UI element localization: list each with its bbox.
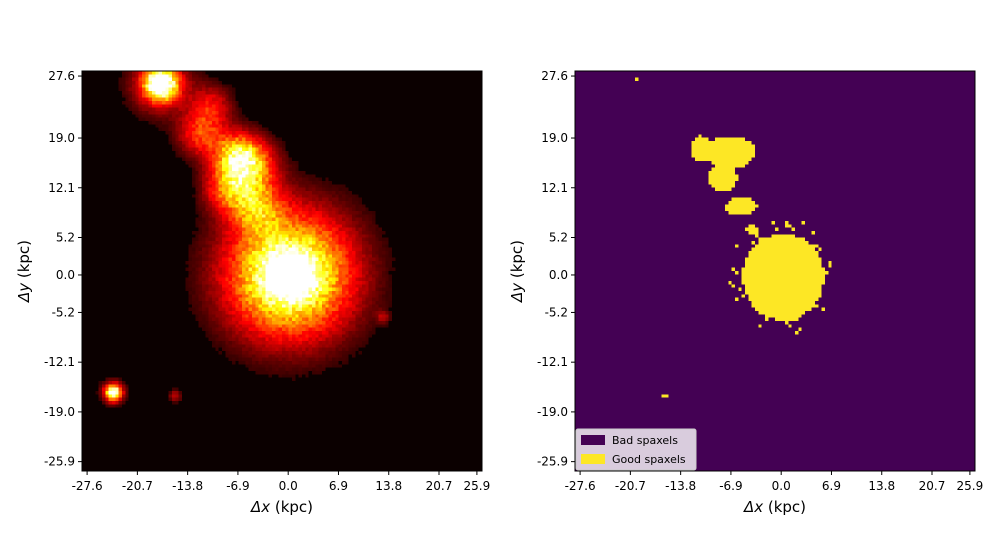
- x-tick-label: 13.8: [375, 479, 402, 493]
- y-axis-label: Δy (kpc): [15, 240, 33, 303]
- axes-frame: [81, 70, 483, 472]
- x-tick-label: 6.9: [329, 479, 348, 493]
- x-tick-label: -6.9: [226, 479, 249, 493]
- x-tick-label: 25.9: [957, 479, 984, 493]
- spaxel-mask-panel: -27.6 -20.7 -13.8 -6.9 0.0 6.9 13.8 20.7 25.9 27.…: [508, 69, 983, 516]
- y-tick-label: 12.1: [48, 181, 75, 195]
- x-tick-label: 20.7: [426, 479, 453, 493]
- x-tick-label: -27.6: [72, 479, 103, 493]
- y-tick-label: 27.6: [48, 69, 75, 83]
- y-tick-label: -25.9: [44, 455, 75, 469]
- mask-heatmap-image: [575, 71, 975, 471]
- x-axis-label: Δx (kpc): [250, 498, 313, 516]
- x-tick-label: -13.8: [665, 479, 696, 493]
- axes-frame: [574, 70, 976, 472]
- flux-map-panel: -27.6 -20.7 -13.8 -6.9 0.0 6.9 13.8 20.7 25.9 27.…: [15, 69, 490, 516]
- y-tick-label: 0.0: [56, 268, 75, 282]
- y-tick-label: -25.9: [537, 455, 568, 469]
- y-tick-label: 19.0: [541, 131, 568, 145]
- y-tick-label: -12.1: [537, 355, 568, 369]
- legend-swatch-good: [581, 454, 605, 464]
- x-tick-label: 25.9: [464, 479, 491, 493]
- x-tick-label: -27.6: [565, 479, 596, 493]
- y-tick-label: -12.1: [44, 355, 75, 369]
- y-tick-label: 27.6: [541, 69, 568, 83]
- x-tick-label: -20.7: [615, 479, 646, 493]
- y-tick-label: 12.1: [541, 181, 568, 195]
- x-tick-label: 20.7: [919, 479, 946, 493]
- y-tick-label: -19.0: [537, 405, 568, 419]
- x-tick-label: 6.9: [822, 479, 841, 493]
- y-tick-label: -19.0: [44, 405, 75, 419]
- x-tick-label: 13.8: [868, 479, 895, 493]
- legend-label-bad: Bad spaxels: [612, 434, 678, 447]
- y-tick-label: -5.2: [52, 305, 75, 319]
- legend-label-good: Good spaxels: [612, 453, 686, 466]
- y-tick-label: 19.0: [48, 131, 75, 145]
- x-tick-label: -6.9: [719, 479, 742, 493]
- x-axis-label: Δx (kpc): [743, 498, 806, 516]
- x-tick-label: 0.0: [279, 479, 298, 493]
- x-tick-label: -20.7: [122, 479, 153, 493]
- x-tick-label: -13.8: [172, 479, 203, 493]
- x-tick-label: 0.0: [772, 479, 791, 493]
- y-tick-label: -5.2: [545, 305, 568, 319]
- y-tick-label: 5.2: [549, 230, 568, 244]
- legend: Bad spaxels Good spaxels: [575, 428, 697, 471]
- y-axis-label: Δy (kpc): [508, 240, 526, 303]
- legend-swatch-bad: [581, 435, 605, 445]
- y-tick-label: 0.0: [549, 268, 568, 282]
- y-tick-label: 5.2: [56, 230, 75, 244]
- flux-heatmap-image: [82, 71, 482, 471]
- legend-box: [575, 428, 697, 471]
